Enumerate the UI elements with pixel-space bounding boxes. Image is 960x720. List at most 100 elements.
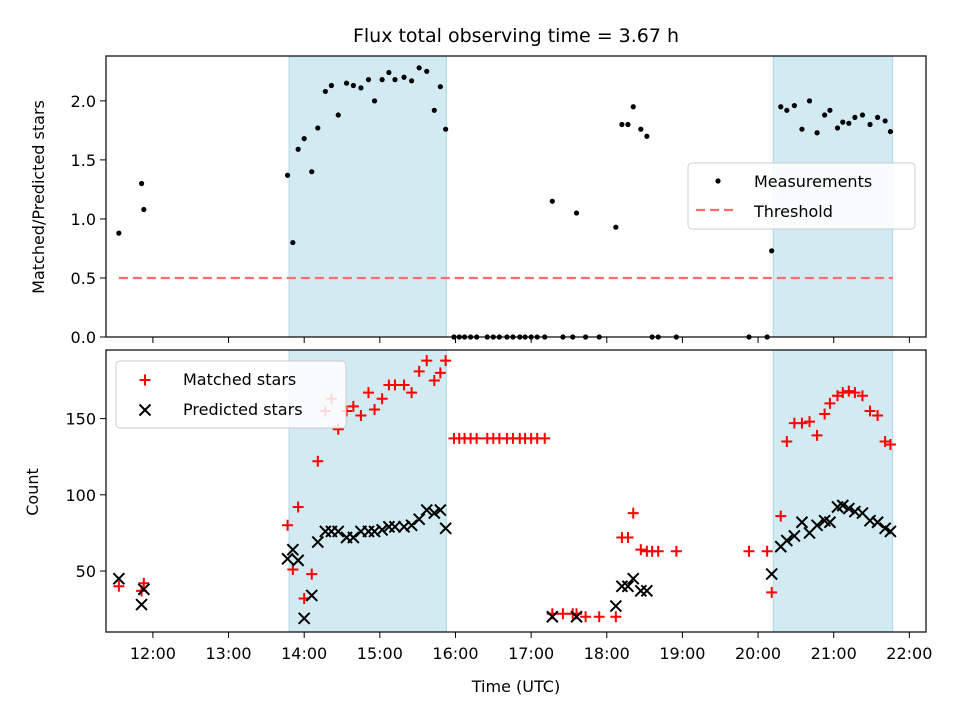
measurement-point: [799, 126, 805, 132]
y-tick-label: 1.5: [71, 151, 96, 170]
measurement-point: [437, 84, 443, 90]
predicted-star-point: [434, 503, 447, 517]
matched-star-point: [138, 577, 150, 589]
measurement-point: [371, 98, 378, 104]
measurement-point: [335, 112, 341, 118]
matched-star-point: [113, 580, 125, 592]
predicted-star-point: [570, 610, 583, 623]
predicted-star-point: [765, 567, 778, 581]
predicted-star-point: [884, 525, 897, 538]
legend-box: [687, 162, 916, 230]
predicted-star-point: [627, 572, 640, 585]
predicted-star-point: [297, 612, 311, 625]
legend-label-matched: Matched stars: [183, 370, 296, 389]
matched-star-point: [622, 531, 634, 543]
matched-star-point: [635, 544, 647, 556]
measurement-point: [630, 104, 636, 110]
matched-star-point: [369, 403, 381, 415]
matched-star-point: [413, 365, 425, 377]
measurement-point: [295, 146, 301, 152]
matched-star-point: [843, 385, 855, 397]
matched-star-point: [355, 410, 367, 422]
measurement-point: [778, 104, 784, 110]
measurement-point: [791, 102, 797, 109]
measurement-point: [328, 82, 335, 89]
legend-label-measurements: Measurements: [754, 172, 872, 191]
measurement-point: [401, 74, 407, 80]
measurement-point: [887, 128, 894, 135]
predicted-star-point: [137, 583, 151, 596]
predicted-star-point: [332, 525, 345, 538]
matched-star-point: [824, 397, 836, 409]
x-axis-label: Time (UTC): [471, 677, 560, 696]
measurement-point: [290, 239, 296, 246]
x-tick-label: 12:00: [130, 644, 176, 663]
matched-star-point: [398, 379, 410, 391]
predicted-star-point: [609, 599, 623, 613]
matched-star-point: [819, 408, 831, 420]
y-tick-label: 50: [76, 562, 96, 581]
predicted-star-point: [405, 519, 418, 532]
legend-label-threshold: Threshold: [753, 202, 833, 221]
shaded-span-1: [288, 55, 447, 338]
y-axis-label-top: Matched/Predicted stars: [29, 100, 48, 294]
predicted-star-point: [823, 516, 837, 529]
measurement-point: [386, 69, 392, 76]
matched-star-point: [557, 608, 569, 620]
matched-star-point: [864, 405, 876, 417]
matched-star-point: [837, 387, 849, 399]
predicted-star-point: [621, 580, 635, 593]
matched-star-point: [376, 393, 388, 405]
matched-star-point: [434, 367, 446, 379]
measurement-point: [358, 85, 364, 91]
shaded-span-2: [772, 349, 894, 633]
predicted-star-point: [281, 552, 294, 566]
top-panel: 0.0 0.5 1.0 1.5 2.0 Measurements Threshold: [71, 55, 927, 347]
measurement-point: [322, 88, 328, 95]
legend-marker-matched: [139, 374, 151, 386]
predicted-star-point: [412, 512, 426, 526]
x-tick-label: 14:00: [281, 644, 327, 663]
matched-star-point: [610, 611, 622, 623]
measurement-point: [141, 206, 147, 213]
matched-star-point: [627, 507, 639, 519]
measurement-point: [350, 82, 356, 89]
matched-star-point: [761, 545, 773, 557]
predicted-star-point: [795, 516, 809, 529]
matched-star-point: [743, 545, 755, 557]
measurement-point: [365, 77, 372, 83]
measurement-point: [424, 68, 430, 74]
measurement-point: [769, 248, 775, 254]
matched-star-point: [306, 568, 318, 580]
y-tick-label: 100: [65, 486, 96, 505]
matched-star-point: [775, 510, 787, 522]
matched-star-point: [884, 439, 896, 451]
predicted-star-point: [780, 534, 794, 547]
bottom-panel: 50 100 150 12:00 13:00 14:00 15:00 16:00 17:00 18…: [65, 349, 932, 663]
predicted-star-point: [634, 584, 648, 598]
measurement-point: [859, 112, 866, 118]
legend-marker-predicted: [138, 403, 152, 417]
y-tick-label: 1.0: [71, 210, 96, 229]
legend-box: [115, 360, 347, 429]
measurement-point: [867, 121, 873, 128]
measurement-point: [315, 125, 321, 131]
measurement-point: [625, 121, 631, 128]
measurement-point: [840, 119, 846, 125]
matched-star-point: [292, 501, 304, 513]
measurement-point: [431, 107, 437, 113]
predicted-star-point: [439, 522, 452, 535]
matched-star-point: [362, 387, 374, 399]
measurement-point: [379, 77, 385, 83]
measurement-point: [284, 172, 291, 178]
x-tick-label: 20:00: [735, 644, 781, 663]
predicted-star-point: [836, 499, 849, 512]
y-tick-label: 0.0: [71, 328, 96, 347]
legend-marker-measurements: [715, 178, 721, 184]
predicted-star-point: [311, 535, 325, 549]
predicted-star-point: [810, 519, 824, 532]
matched-star-point: [282, 519, 294, 531]
matched-star-point: [347, 400, 359, 412]
measurement-point: [846, 120, 852, 126]
